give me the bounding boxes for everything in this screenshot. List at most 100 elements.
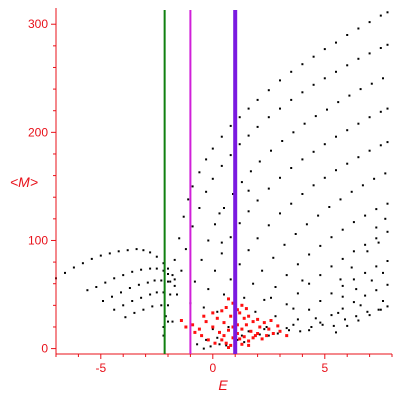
- black-data-point: [249, 170, 252, 173]
- black-data-point: [243, 296, 246, 299]
- black-data-point: [209, 345, 212, 348]
- black-data-point: [305, 223, 308, 226]
- y-axis-label: <M>: [10, 174, 38, 190]
- black-data-point: [180, 269, 183, 272]
- black-data-point: [312, 83, 315, 86]
- black-data-point: [292, 323, 295, 326]
- black-data-point: [274, 286, 277, 288]
- black-data-point: [308, 329, 311, 332]
- black-data-point: [220, 252, 223, 255]
- black-data-point: [379, 110, 382, 113]
- black-data-point: [368, 52, 371, 55]
- black-data-point: [382, 300, 384, 302]
- black-data-point: [386, 305, 389, 308]
- black-data-point: [247, 107, 250, 110]
- black-data-point: [364, 294, 367, 297]
- black-data-point: [162, 269, 165, 272]
- black-data-point: [285, 274, 288, 277]
- black-data-point: [238, 116, 241, 119]
- black-data-point: [386, 202, 389, 205]
- black-data-point: [265, 326, 268, 328]
- black-data-point: [364, 243, 367, 246]
- black-data-point: [301, 91, 304, 94]
- black-data-point: [90, 257, 93, 260]
- black-data-point: [283, 243, 286, 246]
- black-data-point: [319, 321, 322, 324]
- black-data-point: [361, 184, 364, 187]
- black-data-point: [122, 274, 125, 277]
- black-data-point: [312, 184, 315, 187]
- red-data-point: [251, 320, 255, 324]
- red-data-point: [240, 303, 244, 307]
- black-data-point: [321, 323, 324, 326]
- red-data-point: [269, 319, 273, 322]
- black-data-point: [335, 135, 337, 138]
- red-data-point: [235, 323, 239, 327]
- black-data-point: [267, 334, 270, 337]
- x-axis-label: E: [218, 377, 228, 393]
- black-data-point: [341, 307, 344, 310]
- black-data-point: [108, 252, 111, 255]
- black-data-point: [95, 286, 98, 288]
- red-data-point: [229, 343, 233, 347]
- red-data-point: [242, 316, 246, 320]
- black-data-point: [323, 77, 326, 80]
- black-data-point: [167, 267, 169, 270]
- black-data-point: [167, 280, 169, 283]
- y-tick-label: 300: [28, 17, 48, 31]
- y-tick-label: 200: [28, 125, 48, 139]
- black-data-point: [126, 249, 129, 252]
- black-data-point: [386, 107, 389, 110]
- black-data-point: [312, 150, 315, 153]
- black-data-point: [196, 343, 199, 346]
- black-data-point: [202, 306, 205, 309]
- black-data-point: [319, 244, 322, 247]
- black-data-point: [346, 129, 349, 132]
- black-data-point: [379, 47, 382, 49]
- red-data-point: [235, 308, 239, 312]
- y-tick-label: 100: [28, 233, 48, 247]
- black-data-point: [169, 293, 172, 296]
- black-data-point: [178, 237, 181, 240]
- black-data-point: [281, 140, 284, 142]
- black-data-point: [290, 70, 293, 73]
- black-data-point: [211, 328, 214, 331]
- red-data-point: [231, 325, 235, 329]
- black-data-point: [182, 215, 185, 218]
- black-data-point: [337, 101, 340, 104]
- black-data-point: [164, 315, 167, 318]
- black-data-point: [155, 291, 158, 294]
- black-data-point: [169, 280, 172, 283]
- red-data-point: [256, 317, 260, 321]
- black-data-point: [366, 310, 369, 313]
- black-data-point: [294, 233, 297, 235]
- black-data-point: [167, 320, 169, 323]
- black-data-point: [256, 199, 259, 202]
- black-data-point: [240, 181, 243, 184]
- black-data-point: [301, 158, 304, 161]
- black-data-point: [357, 27, 360, 30]
- red-data-point: [240, 342, 244, 346]
- black-data-point: [229, 154, 232, 157]
- black-data-point: [379, 308, 382, 311]
- red-data-point: [231, 336, 235, 340]
- black-data-point: [225, 344, 228, 347]
- black-data-point: [267, 89, 270, 92]
- black-data-point: [261, 269, 264, 272]
- black-data-point: [214, 269, 216, 272]
- black-data-point: [368, 21, 371, 24]
- red-data-point: [222, 334, 226, 338]
- black-data-point: [140, 268, 143, 271]
- black-data-point: [247, 210, 250, 213]
- black-data-point: [272, 256, 275, 259]
- black-data-point: [193, 280, 196, 283]
- black-data-point: [352, 221, 355, 224]
- black-data-point: [205, 158, 208, 161]
- black-data-point: [205, 338, 208, 341]
- black-data-point: [319, 300, 322, 302]
- black-data-point: [238, 263, 241, 266]
- black-data-point: [292, 131, 295, 134]
- black-data-point: [99, 254, 102, 257]
- black-data-point: [357, 122, 360, 125]
